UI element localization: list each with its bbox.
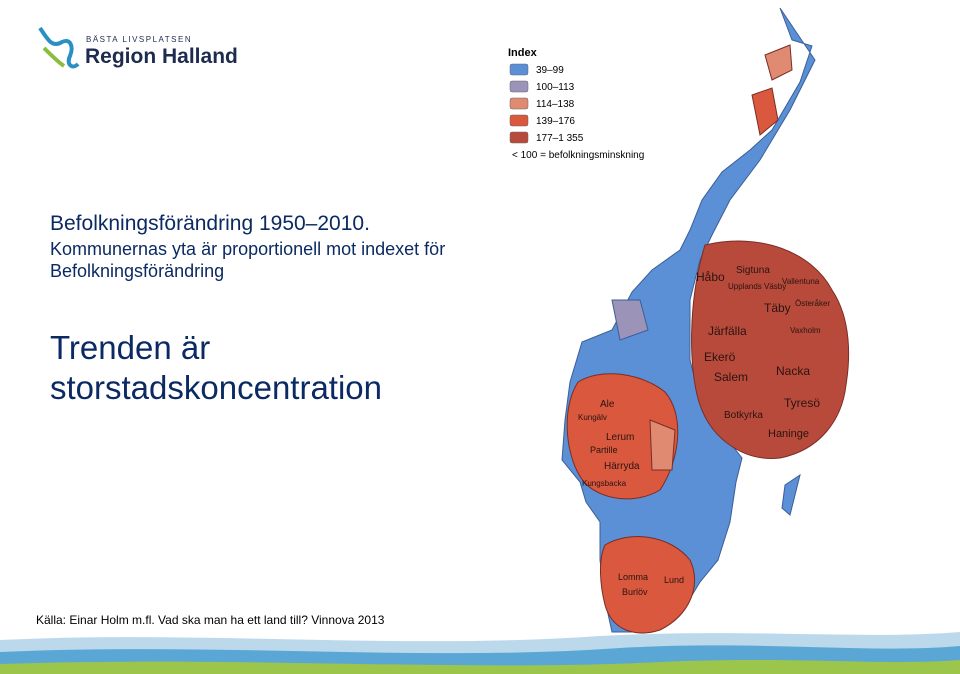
map-label: Vaxholm bbox=[790, 326, 821, 335]
legend-swatch bbox=[509, 114, 529, 127]
map-region bbox=[751, 87, 779, 136]
legend-label: 177–1 355 bbox=[536, 133, 584, 144]
legend-swatch bbox=[509, 80, 529, 93]
heading: Trenden är storstadskoncentration bbox=[50, 329, 383, 406]
map-label: Ekerö bbox=[704, 350, 736, 364]
map-label: Vallentuna bbox=[782, 277, 820, 286]
logo-mark bbox=[42, 46, 66, 68]
map-label: Salem bbox=[714, 370, 748, 384]
logo-tagline: BÄSTA LIVSPLATSEN bbox=[86, 35, 193, 44]
map-label: Täby bbox=[764, 301, 791, 315]
map-label: Ale bbox=[600, 399, 615, 410]
title: Befolkningsförändring 1950–2010. bbox=[50, 212, 370, 235]
map-region bbox=[764, 44, 793, 81]
map-label: Lund bbox=[664, 575, 684, 585]
map-label: Upplands Väsby bbox=[728, 282, 786, 291]
legend-label: 114–138 bbox=[536, 99, 575, 110]
map-label: Håbo bbox=[696, 270, 725, 284]
map-region bbox=[611, 299, 649, 341]
malmo-region bbox=[600, 536, 695, 634]
map-label: Lomma bbox=[618, 572, 648, 582]
legend-swatch bbox=[509, 131, 529, 144]
stockholm-region bbox=[691, 240, 850, 459]
logo-name: Region Halland bbox=[85, 45, 238, 68]
legend-swatch bbox=[509, 63, 529, 76]
map-label: Partille bbox=[590, 445, 618, 455]
logo-mark bbox=[38, 26, 80, 69]
legend-label: 139–176 bbox=[536, 116, 575, 127]
map-label: Haninge bbox=[768, 428, 809, 440]
wave bbox=[0, 660, 960, 674]
source: Källa: Einar Holm m.fl. Vad ska man ha e… bbox=[36, 613, 385, 627]
legend-label: 39–99 bbox=[536, 65, 564, 76]
legend-label: 100–113 bbox=[536, 82, 575, 93]
map-label: Tyresö bbox=[784, 396, 820, 410]
map-label: Härryda bbox=[604, 461, 640, 472]
map-label: Botkyrka bbox=[724, 410, 763, 421]
map-label: Burlöv bbox=[622, 587, 648, 597]
map-label: Kungsbacka bbox=[582, 479, 627, 488]
map-label: Kungälv bbox=[578, 413, 607, 422]
map-island bbox=[781, 473, 801, 516]
goteborg-region bbox=[566, 373, 679, 500]
map-label: Järfälla bbox=[708, 324, 747, 338]
map-label: Nacka bbox=[776, 364, 810, 378]
legend-note: < 100 = befolkningsminskning bbox=[512, 150, 644, 161]
legend-swatch bbox=[509, 97, 529, 110]
legend: Index 39–99 100–113 114–138 139–176 177–1 355… bbox=[508, 47, 644, 161]
subtitle: Kommunernas yta är proportionell mot ind… bbox=[50, 239, 446, 281]
map-label: Österåker bbox=[795, 299, 830, 308]
map-region bbox=[649, 419, 676, 471]
legend-title: Index bbox=[508, 47, 538, 59]
map-label: Sigtuna bbox=[736, 265, 770, 276]
map-label: Lerum bbox=[606, 432, 634, 443]
